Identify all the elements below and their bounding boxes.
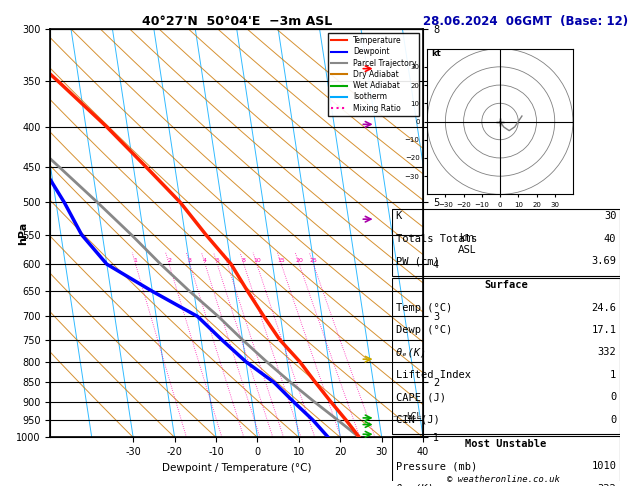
Text: 5: 5 [215,259,220,263]
Bar [392,278,620,434]
Y-axis label: km
ASL: km ASL [458,233,476,255]
Text: 3: 3 [188,259,192,263]
Text: PW (cm): PW (cm) [396,256,440,266]
Text: Temp (°C): Temp (°C) [396,303,452,313]
Text: 25: 25 [309,259,318,263]
Text: © weatheronline.co.uk: © weatheronline.co.uk [447,474,560,484]
Legend: Temperature, Dewpoint, Parcel Trajectory, Dry Adiabat, Wet Adiabat, Isotherm, Mi: Temperature, Dewpoint, Parcel Trajectory… [328,33,420,116]
Y-axis label: hPa: hPa [18,222,28,245]
Text: 40: 40 [604,234,616,244]
Text: Surface: Surface [484,280,528,291]
Text: Totals Totals: Totals Totals [396,234,477,244]
Text: 24.6: 24.6 [591,303,616,313]
Text: 332: 332 [598,484,616,486]
Text: 30: 30 [604,211,616,222]
Text: 1010: 1010 [591,461,616,471]
Text: CIN (J): CIN (J) [396,415,440,425]
Text: kt: kt [431,49,440,58]
Text: Pressure (mb): Pressure (mb) [396,461,477,471]
Text: 20: 20 [295,259,303,263]
Title: 28.06.2024  06GMT  (Base: 12): 28.06.2024 06GMT (Base: 12) [423,15,628,28]
Text: Lifted Index: Lifted Index [396,370,470,380]
Text: 332: 332 [598,347,616,358]
Text: 8: 8 [242,259,246,263]
Text: θₑ(K): θₑ(K) [396,347,427,358]
Text: Dewp (°C): Dewp (°C) [396,325,452,335]
Text: 4: 4 [203,259,207,263]
Text: 10: 10 [253,259,261,263]
Text: 2: 2 [167,259,171,263]
Text: θₑ (K): θₑ (K) [396,484,433,486]
Title: 40°27'N  50°04'E  −3m ASL: 40°27'N 50°04'E −3m ASL [142,15,332,28]
Text: Most Unstable: Most Unstable [465,439,547,449]
Text: 6: 6 [226,259,230,263]
Text: 1: 1 [133,259,138,263]
Bar [392,436,620,486]
Text: 15: 15 [277,259,285,263]
Bar [392,209,620,276]
Text: 1: 1 [610,370,616,380]
Text: LCL: LCL [406,412,421,421]
Text: CAPE (J): CAPE (J) [396,392,445,402]
X-axis label: Dewpoint / Temperature (°C): Dewpoint / Temperature (°C) [162,463,311,473]
Text: 3.69: 3.69 [591,256,616,266]
Text: 17.1: 17.1 [591,325,616,335]
Text: 0: 0 [610,392,616,402]
Text: 0: 0 [610,415,616,425]
Text: K: K [396,211,402,222]
